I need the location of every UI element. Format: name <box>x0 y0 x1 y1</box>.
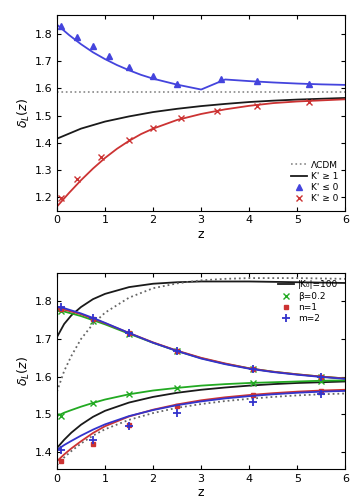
|K₀|=100 <box>91 414 95 420</box>
β=0.2 <box>91 400 95 406</box>
n=1 <box>91 441 95 447</box>
K' ≥ 1 <box>295 97 299 103</box>
Line: m=2: m=2 <box>57 390 325 454</box>
n=1 <box>319 388 324 394</box>
m=2 <box>59 447 63 453</box>
K' ≤ 0 <box>75 34 79 40</box>
K' ≥ 0 <box>59 196 63 202</box>
Line: β=0.2: β=0.2 <box>57 377 325 419</box>
n=1 <box>175 403 179 409</box>
|K₀|=100 <box>127 400 131 406</box>
Line: |K₀|=100: |K₀|=100 <box>57 382 345 448</box>
K' ≤ 0 <box>59 23 63 29</box>
K' ≥ 1 <box>199 103 203 109</box>
|K₀|=100 <box>62 437 66 443</box>
K' ≥ 1 <box>247 99 251 105</box>
β=0.2 <box>59 413 63 419</box>
|K₀|=100 <box>343 379 347 385</box>
K' ≥ 1 <box>223 101 227 107</box>
K' ≥ 1 <box>271 98 276 104</box>
|K₀|=100 <box>79 422 83 428</box>
|K₀|=100 <box>199 387 203 393</box>
Y-axis label: $\delta_L(z)$: $\delta_L(z)$ <box>15 98 32 128</box>
K' ≤ 0 <box>175 81 179 87</box>
Line: n=1: n=1 <box>58 388 324 464</box>
Legend: |K₀|=100, β=0.2, n=1, m=2: |K₀|=100, β=0.2, n=1, m=2 <box>275 278 341 326</box>
|K₀|=100 <box>103 408 107 414</box>
|K₀|=100 <box>151 394 155 400</box>
|K₀|=100 <box>295 380 299 386</box>
K' ≤ 0 <box>219 76 224 82</box>
n=1 <box>59 458 63 464</box>
n=1 <box>127 422 131 428</box>
K' ≥ 0 <box>215 108 219 114</box>
K' ≥ 0 <box>99 154 103 160</box>
X-axis label: z: z <box>198 486 204 499</box>
Line: K' ≤ 0: K' ≤ 0 <box>58 23 312 87</box>
K' ≤ 0 <box>307 81 312 87</box>
|K₀|=100 <box>319 379 324 385</box>
β=0.2 <box>251 380 255 386</box>
β=0.2 <box>175 385 179 391</box>
K' ≤ 0 <box>255 78 260 84</box>
K' ≥ 1 <box>175 106 179 112</box>
K' ≥ 1 <box>151 109 155 115</box>
Line: K' ≥ 0: K' ≥ 0 <box>57 99 313 202</box>
K' ≥ 0 <box>307 99 312 105</box>
K' ≥ 1 <box>103 118 107 124</box>
|K₀|=100 <box>247 383 251 389</box>
β=0.2 <box>127 391 131 397</box>
|K₀|=100 <box>223 385 227 391</box>
K' ≥ 0 <box>127 137 131 143</box>
m=2 <box>91 437 95 443</box>
|K₀|=100 <box>271 381 276 387</box>
m=2 <box>319 391 324 397</box>
K' ≥ 0 <box>255 103 260 109</box>
Legend: ΛCDM, K' ≥ 1, K' ≤ 0, K' ≥ 0: ΛCDM, K' ≥ 1, K' ≤ 0, K' ≥ 0 <box>288 158 341 206</box>
K' ≤ 0 <box>127 64 131 70</box>
|K₀|=100 <box>55 445 59 451</box>
m=2 <box>175 410 179 416</box>
K' ≥ 1 <box>79 125 83 132</box>
K' ≤ 0 <box>151 73 155 79</box>
K' ≥ 0 <box>75 176 79 182</box>
K' ≤ 0 <box>91 43 95 49</box>
Line: K' ≥ 1: K' ≥ 1 <box>57 98 345 139</box>
β=0.2 <box>319 377 324 384</box>
K' ≥ 1 <box>127 113 131 119</box>
X-axis label: z: z <box>198 228 204 241</box>
m=2 <box>127 423 131 429</box>
K' ≥ 1 <box>319 96 324 102</box>
K' ≥ 1 <box>55 136 59 142</box>
|K₀|=100 <box>175 390 179 396</box>
K' ≤ 0 <box>107 53 111 59</box>
|K₀|=100 <box>69 429 73 435</box>
m=2 <box>251 399 255 405</box>
K' ≥ 1 <box>343 95 347 101</box>
n=1 <box>251 392 255 398</box>
K' ≥ 0 <box>179 115 183 121</box>
K' ≥ 0 <box>151 124 155 131</box>
Y-axis label: $\delta_L(z)$: $\delta_L(z)$ <box>15 356 32 386</box>
